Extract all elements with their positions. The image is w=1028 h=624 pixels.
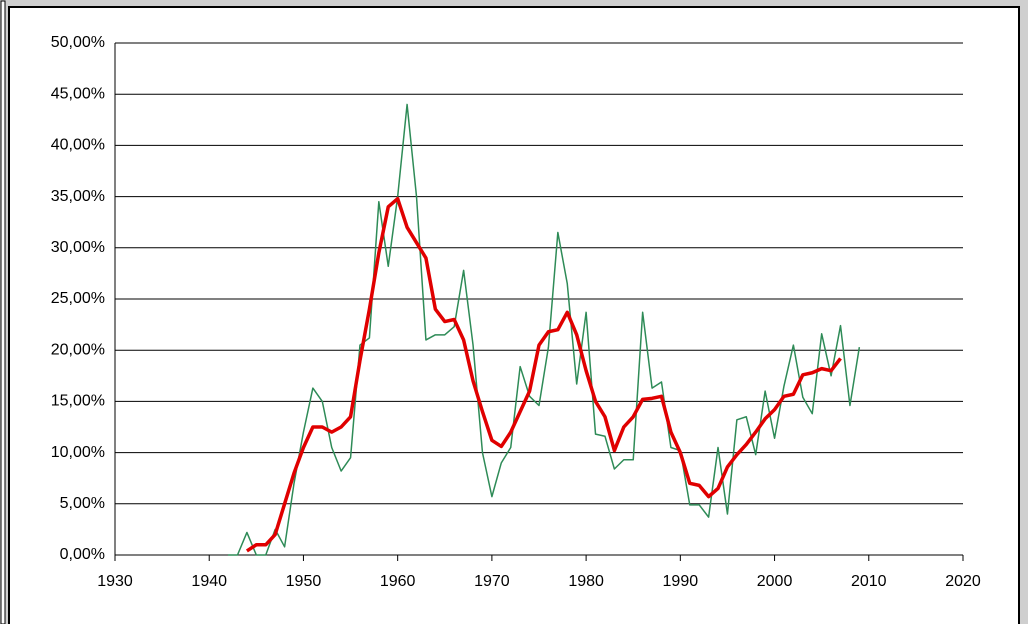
y-tick-label: 20,00%	[51, 341, 105, 358]
x-tick-label: 1980	[568, 573, 604, 590]
y-tick-label: 35,00%	[51, 188, 105, 205]
x-tick-label: 1940	[191, 573, 227, 590]
x-tick-label: 1960	[380, 573, 416, 590]
x-tick-label: 2020	[945, 573, 981, 590]
x-tick-label: 1950	[286, 573, 322, 590]
x-tick-label: 1990	[663, 573, 699, 590]
y-tick-label: 15,00%	[51, 393, 105, 410]
y-tick-label: 45,00%	[51, 85, 105, 102]
x-tick-label: 2010	[851, 573, 887, 590]
y-tick-label: 5,00%	[60, 495, 105, 512]
x-tick-label: 1930	[97, 573, 133, 590]
x-tick-label: 2000	[757, 573, 793, 590]
y-tick-label: 10,00%	[51, 444, 105, 461]
y-tick-label: 40,00%	[51, 137, 105, 154]
y-tick-label: 0,00%	[60, 546, 105, 563]
series-line	[245, 196, 842, 553]
x-tick-label: 1970	[474, 573, 510, 590]
y-tick-label: 50,00%	[51, 34, 105, 51]
chart-panel	[8, 6, 1020, 624]
series-line	[228, 103, 861, 556]
y-tick-label: 25,00%	[51, 290, 105, 307]
y-tick-label: 30,00%	[51, 239, 105, 256]
frame-edge	[0, 0, 6, 624]
